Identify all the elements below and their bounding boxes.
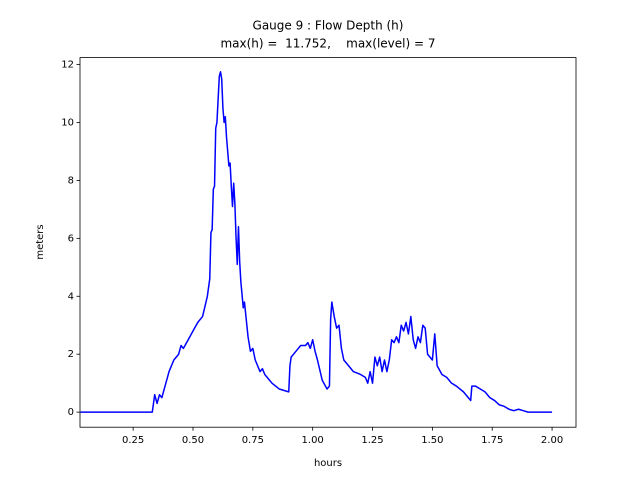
y-tick-label: 0 (68, 407, 74, 418)
x-tick-label: 0.50 (182, 435, 204, 446)
x-tick-label: 1.75 (481, 435, 503, 446)
chart-title: Gauge 9 : Flow Depth (h) (253, 19, 404, 33)
plot-frame (79, 57, 577, 428)
x-tick-label: 1.50 (421, 435, 443, 446)
x-tick-label: 0.75 (242, 435, 264, 446)
x-tick-label: 1.00 (302, 435, 324, 446)
y-tick-label: 12 (61, 60, 74, 71)
data-line (80, 71, 553, 413)
y-tick-label: 4 (68, 291, 74, 302)
x-tick-label: 2.00 (541, 435, 563, 446)
x-tick-label: 0.25 (122, 435, 144, 446)
x-tick-label: 1.25 (361, 435, 383, 446)
y-axis-label: meters (35, 224, 46, 259)
x-axis-label: hours (314, 458, 342, 469)
y-tick-label: 8 (68, 175, 74, 186)
y-tick-label: 2 (68, 349, 74, 360)
chart-subtitle: max(h) = 11.752, max(level) = 7 (220, 37, 435, 51)
y-tick-label: 10 (61, 117, 74, 128)
y-tick-label: 6 (68, 233, 74, 244)
